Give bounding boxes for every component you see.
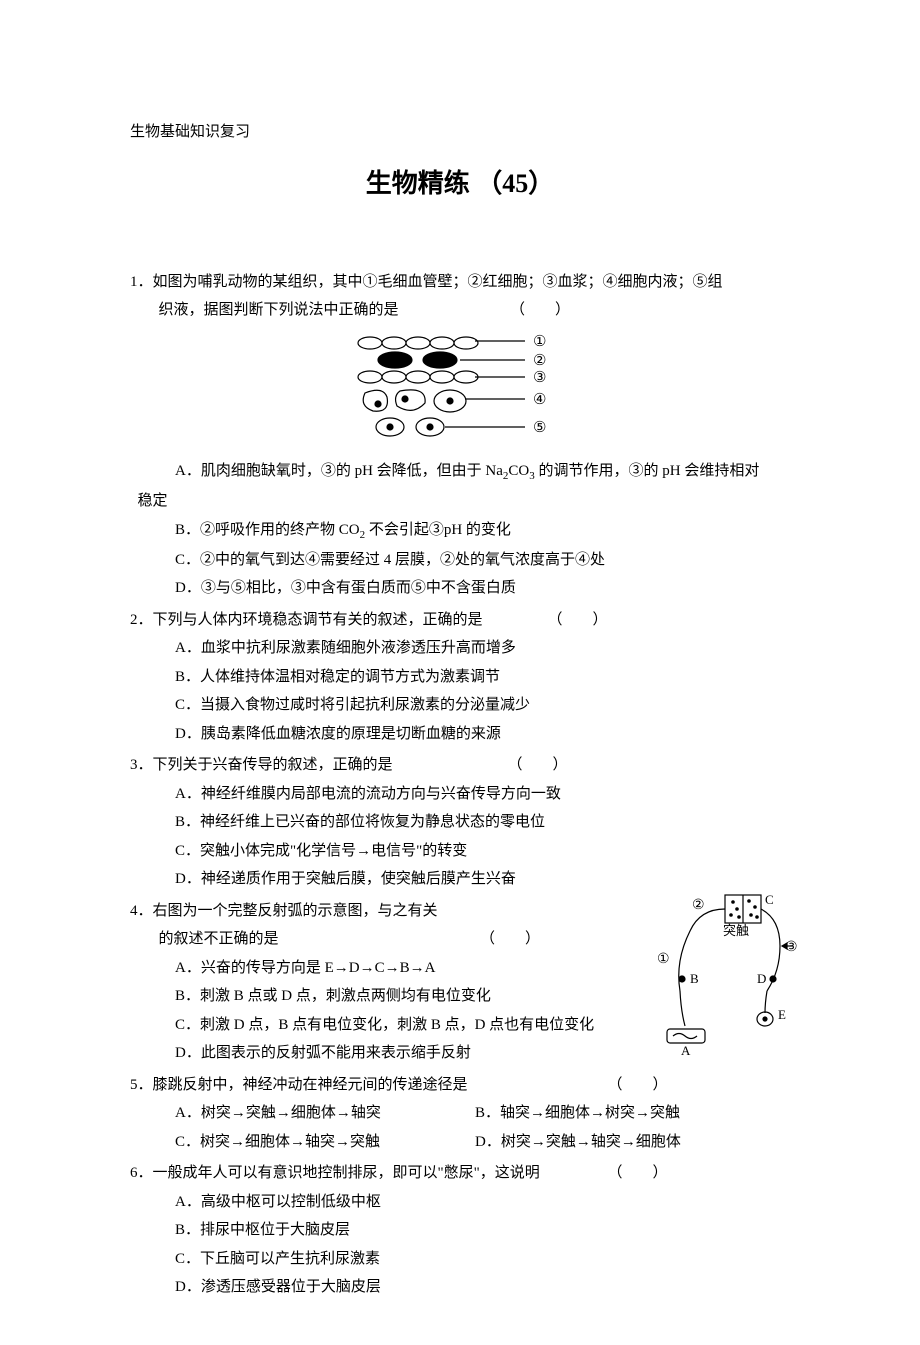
- q6-stem: 6．一般成年人可以有意识地控制排尿，即可以"憋尿"，这说明 （ ）: [130, 1159, 790, 1188]
- q4-label-1: ①: [657, 952, 670, 967]
- q5-row2: C．树突→细胞体→轴突→突触 D．树突→突触→轴突→细胞体: [130, 1128, 790, 1157]
- q1-stem-line2: 织液，据图判断下列说法中正确的是 （ ）: [130, 296, 790, 325]
- q5-row1: A．树突→突触→细胞体→轴突 B．轴突→细胞体→树突→突触: [130, 1099, 790, 1128]
- q2-optB: B．人体维持体温相对稳定的调节方式为激素调节: [130, 663, 790, 692]
- q4-label-D: D: [757, 971, 766, 986]
- q2-num: 2．: [130, 612, 153, 628]
- q3-stem: 3．下列关于兴奋传导的叙述，正确的是 （ ）: [130, 751, 790, 780]
- question-4: ② C 突触 ③ ① B D E A 4．右图为一个完整反射弧的示意图，与之有关…: [130, 897, 790, 1068]
- q5-stem: 5．膝跳反射中，神经冲动在神经元间的传递途径是 （ ）: [130, 1071, 790, 1100]
- q1-diagram: ① ② ③ ④ ⑤: [130, 331, 790, 452]
- q1-optB-pre: B．②呼吸作用的终产物 CO: [175, 522, 360, 538]
- q4-label-E: E: [778, 1007, 786, 1022]
- q5-optA: A．树突→突触→细胞体→轴突: [175, 1099, 475, 1128]
- q5-paren: （ ）: [630, 1071, 668, 1100]
- question-6: 6．一般成年人可以有意识地控制排尿，即可以"憋尿"，这说明 （ ） A．高级中枢…: [130, 1159, 790, 1302]
- q5-num: 5．: [130, 1077, 153, 1093]
- q2-optA: A．血浆中抗利尿激素随细胞外液渗透压升高而增多: [130, 634, 790, 663]
- q1-optA: A．肌肉细胞缺氧时，③的 pH 会降低，但由于 Na2CO3 的调节作用，③的 …: [130, 457, 790, 487]
- q3-stem-text: 下列关于兴奋传导的叙述，正确的是: [153, 757, 393, 773]
- q1-optA-pre: A．肌肉细胞缺氧时，③的 pH 会降低，但由于 Na: [175, 463, 503, 479]
- question-3: 3．下列关于兴奋传导的叙述，正确的是 （ ） A．神经纤维膜内局部电流的流动方向…: [130, 751, 790, 894]
- header-note: 生物基础知识复习: [130, 118, 790, 147]
- page-title: 生物精练 （45）: [130, 159, 790, 208]
- q1-optA-line2: 稳定: [130, 487, 790, 516]
- q2-stem: 2．下列与人体内环境稳态调节有关的叙述，正确的是 （ ）: [130, 606, 790, 635]
- q6-optD: D．渗透压感受器位于大脑皮层: [130, 1273, 790, 1302]
- question-1: 1．如图为哺乳动物的某组织，其中①毛细血管壁；②红细胞；③血浆；④细胞内液；⑤组…: [130, 268, 790, 603]
- q3-optC: C．突触小体完成"化学信号→电信号"的转变: [130, 837, 790, 866]
- q3-num: 3．: [130, 757, 153, 773]
- q4-label-A: A: [681, 1043, 691, 1056]
- label-2: ②: [533, 353, 546, 369]
- q1-optA-post: 的调节作用，③的 pH 会维持相对: [535, 463, 760, 479]
- q5-optB: B．轴突→细胞体→树突→突触: [475, 1099, 680, 1128]
- label-4: ④: [533, 392, 546, 408]
- q4-label-B: B: [690, 971, 699, 986]
- q4-stem-line1: 4．右图为一个完整反射弧的示意图，与之有关: [130, 897, 790, 926]
- q1-stem2-text: 织液，据图判断下列说法中正确的是: [159, 302, 399, 318]
- q6-optC: C．下丘脑可以产生抗利尿激素: [130, 1245, 790, 1274]
- q5-optC: C．树突→细胞体→轴突→突触: [175, 1128, 475, 1157]
- question-2: 2．下列与人体内环境稳态调节有关的叙述，正确的是 （ ） A．血浆中抗利尿激素随…: [130, 606, 790, 749]
- q1-optA-mid: CO: [508, 463, 529, 479]
- label-3: ③: [533, 370, 546, 386]
- q4-stem-line2: 的叙述不正确的是 （ ）: [130, 925, 790, 954]
- q3-paren: （ ）: [530, 751, 568, 780]
- q4-stem1-text: 右图为一个完整反射弧的示意图，与之有关: [153, 903, 438, 919]
- q2-stem-text: 下列与人体内环境稳态调节有关的叙述，正确的是: [153, 612, 483, 628]
- q1-optB: B．②呼吸作用的终产物 CO2 不会引起③pH 的变化: [130, 516, 790, 546]
- q5-optD: D．树突→突触→轴突→细胞体: [475, 1128, 681, 1157]
- q2-optC: C．当摄入食物过咸时将引起抗利尿激素的分泌量减少: [130, 691, 790, 720]
- q1-paren: （ ）: [510, 296, 570, 325]
- q2-optD: D．胰岛素降低血糖浓度的原理是切断血糖的来源: [130, 720, 790, 749]
- q6-num: 6．: [130, 1165, 153, 1181]
- q3-optA: A．神经纤维膜内局部电流的流动方向与兴奋传导方向一致: [130, 780, 790, 809]
- q3-optB: B．神经纤维上已兴奋的部位将恢复为静息状态的零电位: [130, 808, 790, 837]
- q6-optA: A．高级中枢可以控制低级中枢: [130, 1188, 790, 1217]
- q3-optD: D．神经递质作用于突触后膜，使突触后膜产生兴奋: [130, 865, 790, 894]
- q1-num: 1．: [130, 274, 153, 290]
- q6-optB: B．排尿中枢位于大脑皮层: [130, 1216, 790, 1245]
- label-1: ①: [533, 334, 546, 350]
- q1-optD: D．③与⑤相比，③中含有蛋白质而⑤中不含蛋白质: [130, 574, 790, 603]
- q6-stem-text: 一般成年人可以有意识地控制排尿，即可以"憋尿"，这说明: [153, 1165, 540, 1181]
- q1-optB-post: 不会引起③pH 的变化: [365, 522, 511, 538]
- q4-num: 4．: [130, 903, 153, 919]
- q5-stem-text: 膝跳反射中，神经冲动在神经元间的传递途径是: [153, 1077, 468, 1093]
- question-5: 5．膝跳反射中，神经冲动在神经元间的传递途径是 （ ） A．树突→突触→细胞体→…: [130, 1071, 790, 1157]
- q2-paren: （ ）: [570, 606, 608, 635]
- q1-stem1-text: 如图为哺乳动物的某组织，其中①毛细血管壁；②红细胞；③血浆；④细胞内液；⑤组: [153, 274, 723, 290]
- q6-paren: （ ）: [630, 1159, 668, 1188]
- q1-stem-line1: 1．如图为哺乳动物的某组织，其中①毛细血管壁；②红细胞；③血浆；④细胞内液；⑤组: [130, 268, 790, 297]
- q1-optC: C．②中的氧气到达④需要经过 4 层膜，②处的氧气浓度高于④处: [130, 546, 790, 575]
- label-5: ⑤: [533, 420, 546, 436]
- q4-paren: （ ）: [480, 925, 540, 954]
- q4-stem2-text: 的叙述不正确的是: [159, 931, 279, 947]
- tissue-diagram: ① ② ③ ④ ⑤: [345, 331, 575, 441]
